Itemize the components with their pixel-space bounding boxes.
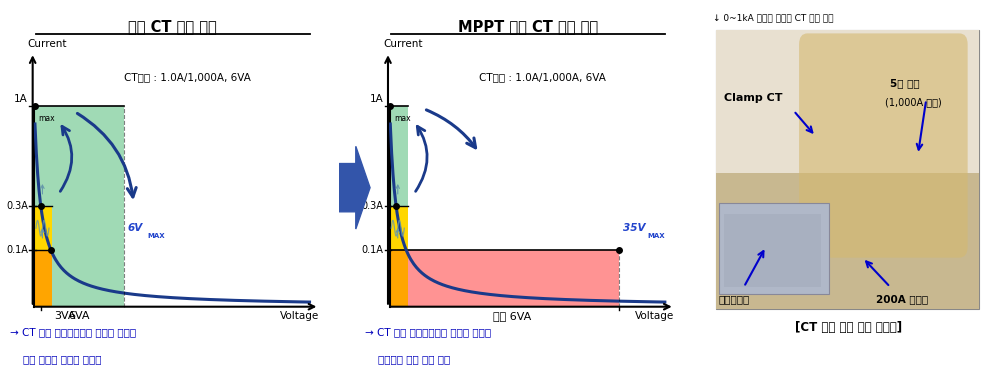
Text: MAX: MAX [147, 233, 165, 239]
Text: Voltage: Voltage [635, 311, 674, 321]
Bar [407, 250, 618, 307]
Text: Voltage: Voltage [280, 311, 319, 321]
Bar [716, 30, 978, 309]
Text: MPPT 적용 CT 이용 전원: MPPT 적용 CT 이용 전원 [458, 19, 598, 34]
Text: 0.3A: 0.3A [6, 201, 28, 211]
Text: Clamp CT: Clamp CT [724, 93, 782, 103]
Text: 0.3A: 0.3A [361, 201, 383, 211]
Text: 200A 변압기: 200A 변압기 [876, 295, 928, 304]
Text: 5턴 코일: 5턴 코일 [889, 79, 919, 88]
Bar [389, 206, 407, 250]
Text: 6VA: 6VA [68, 311, 90, 321]
Text: ↓ 0~1kA 전류원 장치에 CT 거치 모습: ↓ 0~1kA 전류원 장치에 CT 거치 모습 [713, 13, 833, 22]
Text: 35V: 35V [622, 223, 644, 233]
Text: 3VA: 3VA [54, 311, 76, 321]
Text: 출력 전력이 급격히 낮아짐: 출력 전력이 급격히 낮아짐 [10, 354, 102, 364]
Bar [716, 173, 978, 309]
Text: Current: Current [28, 39, 67, 49]
FancyBboxPatch shape [799, 33, 966, 258]
FancyArrow shape [339, 146, 370, 229]
Text: → CT 장착 전력케이블의 전류가 낮아도: → CT 장착 전력케이블의 전류가 낮아도 [365, 327, 491, 337]
Bar [718, 203, 828, 295]
Text: MAX: MAX [646, 233, 664, 239]
Text: 0.1A: 0.1A [361, 245, 383, 255]
Text: 1A: 1A [14, 94, 28, 104]
Text: 6V: 6V [127, 223, 142, 233]
Text: 기존 CT 이용 전원: 기존 CT 이용 전원 [128, 19, 217, 34]
Text: max: max [38, 113, 55, 123]
Text: Current: Current [383, 39, 422, 49]
Text: 일정이상 출력 전력 유지: 일정이상 출력 전력 유지 [365, 354, 450, 364]
Bar [724, 214, 820, 287]
Text: 전류제어기: 전류제어기 [718, 295, 749, 304]
Text: CT사양 : 1.0A/1,000A, 6VA: CT사양 : 1.0A/1,000A, 6VA [124, 72, 250, 82]
Bar [35, 206, 52, 250]
Text: 0.1A: 0.1A [6, 245, 28, 255]
Bar [35, 250, 52, 307]
Text: → CT 장착 전력케이블의 전류가 낮으면: → CT 장착 전력케이블의 전류가 낮으면 [10, 327, 136, 337]
Text: 항상 6VA: 항상 6VA [492, 311, 530, 321]
Text: [CT 이용 전원 장치 테스트]: [CT 이용 전원 장치 테스트] [795, 321, 901, 334]
Text: max: max [393, 113, 410, 123]
Text: (1,000A 모의): (1,000A 모의) [883, 97, 941, 107]
Text: CT사양 : 1.0A/1,000A, 6VA: CT사양 : 1.0A/1,000A, 6VA [478, 72, 605, 82]
Bar [389, 106, 407, 307]
Bar [389, 250, 407, 307]
Text: 1A: 1A [369, 94, 383, 104]
Bar [716, 30, 978, 173]
Bar [35, 106, 124, 307]
